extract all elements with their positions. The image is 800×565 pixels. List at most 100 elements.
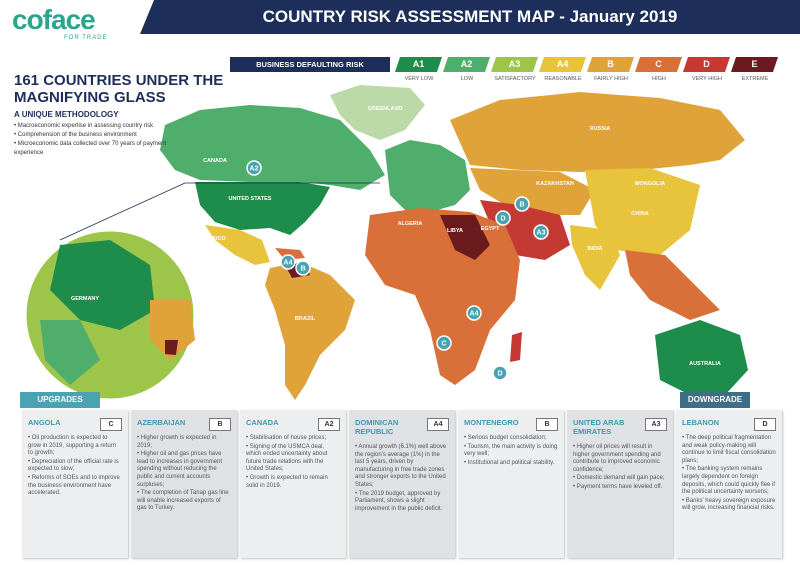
country-panel: AZERBAIJAN B • Higher growth is expected i… <box>131 410 237 558</box>
legend-label: EXTREME <box>741 76 769 82</box>
map-label: CANADA <box>203 158 227 164</box>
logo: coface <box>12 4 96 35</box>
legend-chip: A1 <box>395 57 442 72</box>
panel-bullet: • The banking system remains largely dep… <box>682 466 776 496</box>
country-panel: DOMINICAN REPUBLIC A4 • Annual growth (6.1… <box>349 410 455 558</box>
panel-bullet: • Depreciation of the official rate is e… <box>28 458 119 473</box>
mexico <box>205 225 270 265</box>
country-grade: B <box>536 418 558 431</box>
panel-bullet: • The 2019 budget, approved by Parliamen… <box>355 490 443 512</box>
bullet: • Microeconomic data collected over 70 y… <box>14 141 167 156</box>
map-label: CHINA <box>631 211 648 217</box>
panel-bullet: • Higher oil prices will result in highe… <box>573 444 661 473</box>
country-grade: A3 <box>645 418 667 431</box>
risk-marker <box>533 224 549 240</box>
legend-chip: D <box>683 57 730 72</box>
africa <box>365 208 520 385</box>
legend-label: REASONABLE <box>544 76 582 82</box>
risk-marker <box>495 210 511 226</box>
bullet: • Macroeconomic expertise in assessing c… <box>14 123 154 129</box>
panel-body: • Serious budget consolidation; • Tourism… <box>464 435 558 467</box>
bullet: • Comprehension of the business environm… <box>14 132 137 138</box>
australia <box>655 320 748 395</box>
greenland <box>330 85 425 140</box>
country-grade: C <box>100 418 122 431</box>
legend-label: VERY HIGH <box>691 76 723 82</box>
zoom-region <box>165 340 178 355</box>
map-label: MONGOLIA <box>635 181 665 187</box>
europe <box>385 140 470 212</box>
map-label: MEXICO <box>204 236 226 242</box>
panel-bullet: • Banks' heavy sovereign exposure will g… <box>682 497 776 512</box>
map-label: RUSSIA <box>590 126 611 132</box>
map-label: EGYPT <box>481 226 500 232</box>
panel-bullet: • Annual growth (6.1%) well above the re… <box>355 444 447 488</box>
panel-bullet: • Domestic demand will gain pace; <box>573 475 665 482</box>
risk-marker-label: D <box>497 371 502 378</box>
title: COUNTRY RISK ASSESSMENT MAP - January 20… <box>140 0 800 34</box>
risk-marker <box>514 196 530 212</box>
risk-marker <box>295 260 311 276</box>
methodology: • Macroeconomic expertise in assessing c… <box>14 122 174 158</box>
country-panel: ANGOLA C • Oil production is expected to g… <box>22 410 128 558</box>
map-label: ALGERIA <box>398 221 423 227</box>
panel-body: • The deep political fragmentation and w… <box>682 435 776 513</box>
legend-title: BUSINESS DEFAULTING RISK <box>230 57 390 72</box>
legend-chip: E <box>731 57 778 72</box>
map-label: GREENLAND <box>368 106 403 112</box>
madagascar <box>510 332 522 362</box>
panel-bullet: • Institutional and political stability. <box>464 459 555 466</box>
legend-label: LOW <box>460 76 474 82</box>
panel-bullet: • Higher oil and gas prices have lead to… <box>137 451 223 488</box>
country-panel: LEBANON D • The deep political fragmentati… <box>676 410 782 558</box>
risk-marker-label: B <box>300 266 305 273</box>
risk-marker-label: C <box>441 341 446 348</box>
risk-marker <box>492 365 508 381</box>
panel-bullet: • The completion of Tanap gas line will … <box>137 490 229 512</box>
legend-label: FAIRLY HIGH <box>594 76 628 82</box>
heading: 161 COUNTRIES UNDER THE MAGNIFYING GLASS <box>14 72 224 106</box>
panel-body: • Oil production is expected to grow in … <box>28 435 122 498</box>
logo-sub: FOR TRADE <box>64 35 108 41</box>
legend-label: VERY LOW <box>404 76 434 82</box>
country-name: ANGOLA <box>28 418 61 427</box>
panel-bullet: • Payment terms have leveled off. <box>573 483 663 490</box>
country-name: UNITED ARAB EMIRATES <box>573 418 625 436</box>
zoom-region <box>50 240 155 330</box>
map-label: UNITED STATES <box>229 196 272 202</box>
risk-marker-label: A2 <box>250 166 259 173</box>
country-name: AZERBAIJAN <box>137 418 186 427</box>
zoom-region <box>40 320 100 385</box>
risk-marker-label: A4 <box>470 311 479 318</box>
risk-marker-label: A4 <box>284 260 293 267</box>
russia <box>450 92 745 172</box>
south-america <box>265 262 355 400</box>
upgrades-tab: UPGRADES <box>20 392 100 408</box>
risk-marker <box>466 305 482 321</box>
country-grade: D <box>754 418 776 431</box>
panel-body: • Higher oil prices will result in highe… <box>573 444 667 492</box>
country-panel: UNITED ARAB EMIRATES A3 • Higher oil price… <box>567 410 673 558</box>
risk-marker-label: A3 <box>537 230 546 237</box>
country-grade: B <box>209 418 231 431</box>
canada <box>160 105 385 190</box>
country-grade: A4 <box>427 418 449 431</box>
legend-chip: A4 <box>539 57 586 72</box>
map-label: AUSTRALIA <box>689 361 721 367</box>
callout-line <box>59 182 186 241</box>
country-panel: CANADA A2 • Stabilisation of house prices;… <box>240 410 346 558</box>
panel-body: • Annual growth (6.1%) well above the re… <box>355 444 449 513</box>
india <box>570 225 620 290</box>
risk-marker <box>246 160 262 176</box>
map-label: KAZAKHSTAN <box>536 181 574 187</box>
panel-bullet: • Tourism, the main activity is doing ve… <box>464 443 558 458</box>
country-panel: MONTENEGRO B • Serious budget consolidatio… <box>458 410 564 558</box>
panel-bullet: • Growth is expected to remain solid in … <box>246 474 328 489</box>
panel-body: • Stabilisation of house prices; • Signin… <box>246 435 340 490</box>
map-label: INDIA <box>588 246 603 252</box>
united-states <box>195 182 330 235</box>
panel-bullet: • Serious budget consolidation; <box>464 435 547 441</box>
map-label: LIBYA <box>447 228 463 234</box>
